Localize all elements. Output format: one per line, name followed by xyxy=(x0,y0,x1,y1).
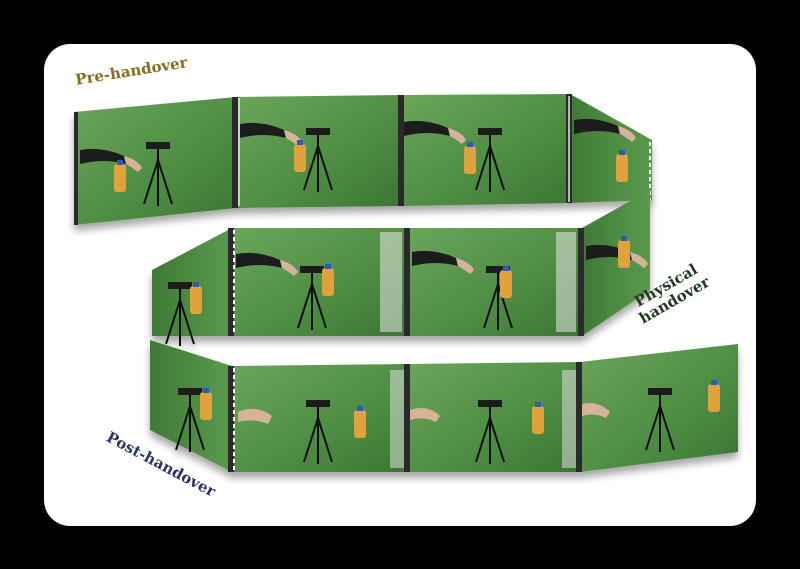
physical-handover-strip xyxy=(152,190,650,347)
post-handover-strip xyxy=(150,340,738,472)
pre-handover-strip xyxy=(74,94,652,225)
